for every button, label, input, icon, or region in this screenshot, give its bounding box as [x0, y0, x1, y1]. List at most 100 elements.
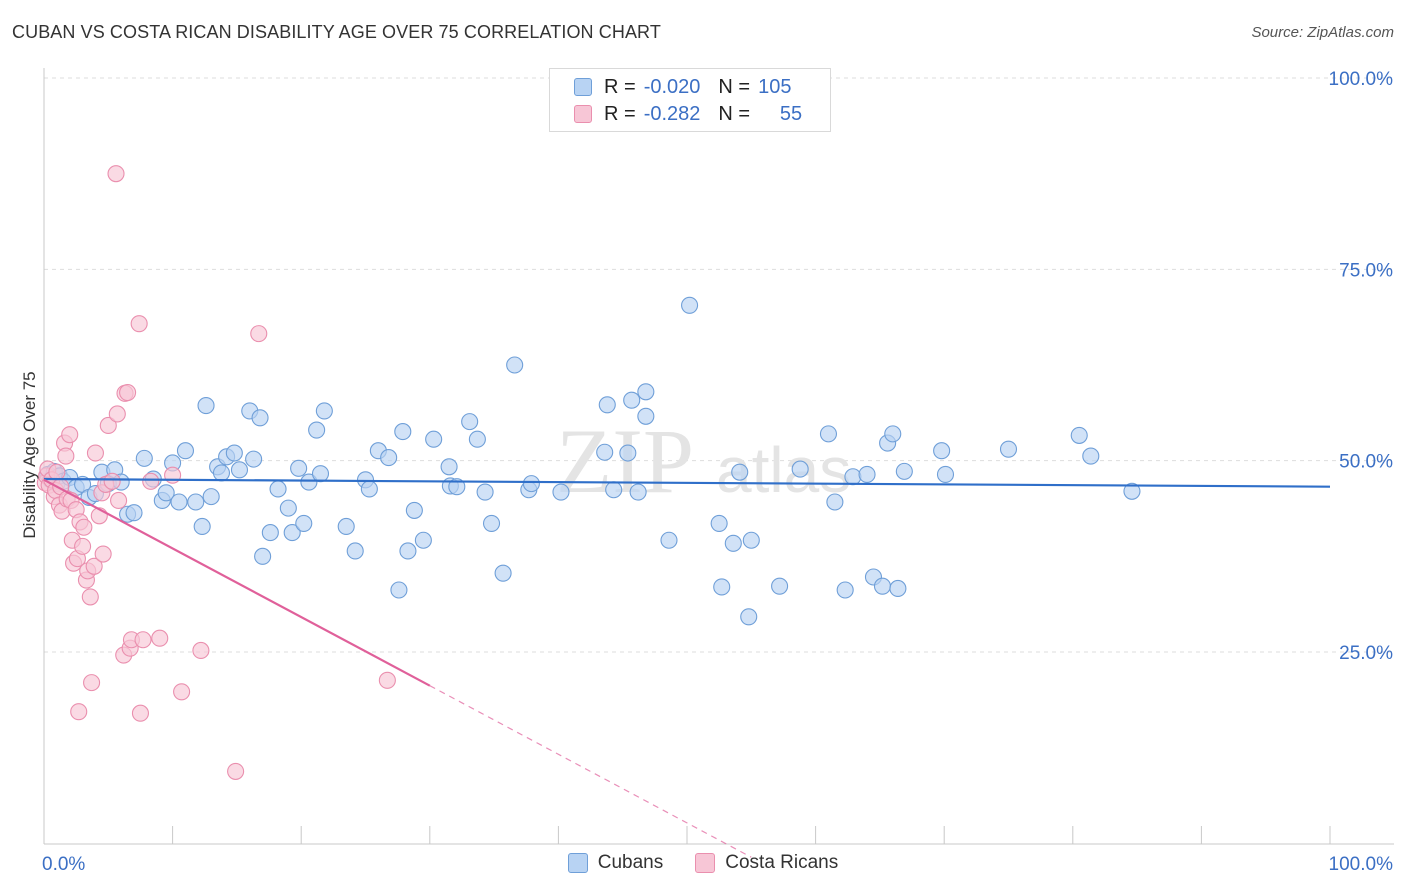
cuban-point: [251, 409, 269, 427]
source-label: Source: ZipAtlas.com: [1251, 24, 1394, 41]
cuban-point: [999, 440, 1018, 458]
cuban-point: [494, 564, 512, 582]
cuban-point: [884, 425, 902, 443]
cubans-legend-label: Cubans: [597, 852, 664, 873]
cuban-point: [713, 578, 731, 596]
cuban-point: [791, 460, 809, 478]
cuban-point: [637, 407, 655, 425]
cuban-point: [245, 450, 263, 468]
costa-rican-point: [81, 588, 99, 606]
cuban-point: [212, 464, 231, 482]
cuban-point: [461, 413, 479, 431]
cuban-point: [933, 442, 951, 460]
cuban-point: [295, 514, 313, 532]
cuban-point: [380, 449, 398, 467]
costa-rican-point: [86, 444, 104, 462]
costa-rican-point: [48, 463, 66, 481]
cuban-point: [311, 465, 330, 483]
cuban-point: [399, 542, 417, 560]
cuban-point: [596, 443, 614, 461]
costa-rican-point: [142, 472, 160, 490]
cuban-point: [476, 483, 494, 501]
costa-rican-point: [131, 704, 149, 722]
cuban-point: [660, 531, 678, 549]
cuban-point: [346, 542, 364, 560]
legend-r-label: R =: [604, 75, 636, 98]
cuban-point: [1082, 447, 1100, 465]
costa-rican-point: [75, 518, 93, 536]
cuban-point: [1123, 482, 1141, 500]
watermark: ZIP atlas: [556, 410, 851, 512]
costa-rican-point: [99, 416, 117, 435]
legend-r-value: -0.020: [643, 75, 701, 98]
cuban-point: [598, 396, 616, 414]
trend-layer: [43, 477, 1331, 858]
costa-rican-point: [192, 641, 210, 660]
cuban-point: [637, 383, 655, 401]
y-tick-label: 25.0%: [1339, 643, 1393, 664]
costa-rican-point: [107, 165, 125, 183]
costa-rican-point: [61, 426, 79, 444]
cuban-trend-line: [43, 477, 1331, 488]
y-axis-title: Disability Age Over 75: [20, 371, 39, 538]
cuban-point: [360, 480, 378, 498]
cuban-point: [629, 483, 647, 501]
cuban-point: [771, 577, 789, 595]
costa-ricans-legend-swatch: [695, 853, 716, 873]
cuban-point: [819, 425, 838, 443]
cuban-point: [170, 493, 188, 511]
costa-rican-point: [70, 703, 88, 721]
cuban-point: [826, 493, 844, 511]
cuban-point: [619, 444, 637, 462]
cuban-point: [197, 397, 215, 415]
cuban-point: [605, 481, 623, 499]
cuban-point: [836, 581, 854, 599]
cuban-point: [225, 444, 243, 462]
cuban-point: [889, 579, 907, 598]
legend-row-cubans: R = -0.020 N = 105: [574, 74, 791, 100]
costa-rican-point: [103, 472, 121, 490]
cuban-point: [448, 478, 466, 496]
cuban-point: [230, 461, 249, 479]
x-tick-label: 100.0%: [1329, 854, 1394, 875]
legend-n-label: N =: [718, 102, 751, 125]
axis-layer: [43, 68, 1394, 845]
cuban-point: [261, 524, 279, 542]
legend-r-label: R =: [604, 102, 636, 125]
cuban-point: [414, 531, 432, 549]
cuban-point: [176, 442, 195, 460]
cuban-point: [873, 577, 892, 595]
costa-rican-point: [110, 491, 128, 510]
cuban-point: [283, 524, 301, 542]
cuban-point: [740, 608, 758, 626]
chart-title: CUBAN VS COSTA RICAN DISABILITY AGE OVER…: [12, 22, 661, 42]
costa-rican-point: [108, 405, 126, 423]
cuban-point: [269, 480, 287, 498]
legend-item-costa-ricans: Costa Ricans: [695, 852, 838, 874]
cuban-point: [724, 534, 742, 552]
cuban-point: [254, 547, 272, 565]
costa-rican-point: [250, 325, 268, 343]
cuban-point: [300, 473, 318, 491]
correlation-legend: R = -0.020 N = 105 R = -0.282 N = 55: [549, 68, 831, 132]
cuban-point: [710, 514, 728, 532]
series-legend: Cubans Costa Ricans: [0, 852, 1406, 874]
costa-rican-point: [57, 447, 75, 465]
cuban-point: [193, 517, 211, 536]
cuban-point: [290, 459, 308, 477]
cuban-point: [135, 449, 153, 467]
cuban-point: [681, 296, 699, 314]
costa-ricans-legend-label: Costa Ricans: [725, 852, 839, 873]
cubans-legend-swatch: [567, 853, 588, 873]
costa-rican-point: [119, 384, 137, 402]
cuban-point: [552, 483, 570, 501]
grid-layer: [44, 77, 1394, 653]
legend-item-cubans: Cubans: [567, 852, 664, 874]
cuban-point: [482, 514, 501, 532]
cuban-point: [468, 430, 486, 448]
cuban-point: [157, 484, 175, 502]
cuban-point: [844, 468, 862, 486]
y-tick-label: 50.0%: [1339, 452, 1393, 473]
costa-rican-point: [173, 683, 191, 701]
